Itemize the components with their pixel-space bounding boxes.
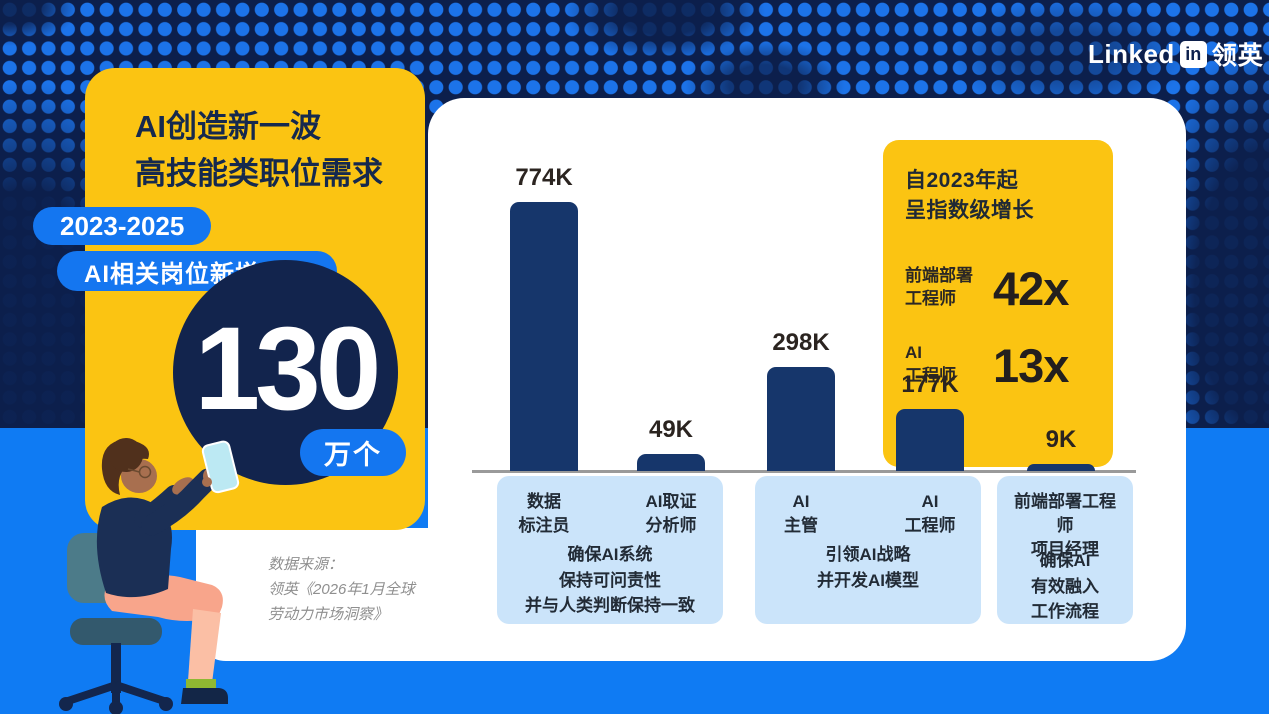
page-title-line2: 高技能类职位需求 <box>135 155 383 191</box>
group-description-line: 保持可问责性 <box>559 570 661 590</box>
linkedin-wordmark: Linked <box>1088 38 1175 69</box>
group-box-integration: 前端部署工程师 项目经理 确保AI 有效融入 工作流程 <box>997 476 1133 624</box>
role-label-line: AI <box>921 492 939 511</box>
person-right-arm <box>141 468 219 536</box>
bar-value-5: 9K <box>1045 426 1077 453</box>
smartphone <box>201 440 240 494</box>
source-line1: 数据来源： <box>268 556 344 573</box>
role-label-ai-lead: AI 主管 <box>746 490 856 538</box>
callout-label-line: AI <box>905 343 922 363</box>
person-sock <box>186 679 216 689</box>
chair-seat <box>70 618 162 645</box>
role-label-line: 数据 <box>527 492 561 511</box>
person-thumb <box>202 477 212 487</box>
group-description: 引领AI战略 并开发AI模型 <box>755 542 981 593</box>
role-label-line: AI <box>792 492 810 511</box>
bar-3 <box>767 367 835 471</box>
bar-2 <box>637 454 705 471</box>
callout-item-frontend: 前端部署 工程师 42x <box>905 261 1095 316</box>
callout-item-label: AI 工程师 <box>905 342 993 388</box>
bar-value-3: 298K <box>772 329 830 356</box>
group-description-line: 并开发AI模型 <box>817 570 919 590</box>
chart-baseline <box>472 470 1136 473</box>
source-line2: 领英《2026年1月全球 <box>268 580 415 598</box>
person-shin <box>188 609 221 683</box>
callout-label-line: 工程师 <box>905 289 956 309</box>
linkedin-logo: Linked in 领英 <box>1088 36 1264 72</box>
bar-1 <box>510 202 578 471</box>
callout-title-line2: 呈指数级增长 <box>905 199 1034 223</box>
source-line3: 劳动力市场洞察》 <box>268 605 389 623</box>
role-label-line: AI取证 <box>645 492 697 511</box>
linkedin-in-icon: in <box>1179 40 1207 68</box>
unit-badge: 万个 <box>300 429 406 476</box>
group-description-line: 确保AI系统 <box>567 545 653 564</box>
callout-label-line: 前端部署 <box>905 266 973 286</box>
chair-stem <box>111 643 121 693</box>
bar-5 <box>1027 464 1095 471</box>
person-shoe <box>181 688 228 704</box>
group-description-line: 有效融入 <box>1031 576 1099 596</box>
person-illustration <box>59 438 240 714</box>
role-label-line: 工程师 <box>904 515 956 535</box>
group-description-line: 工作流程 <box>1031 602 1099 621</box>
chair-wheel <box>59 697 73 711</box>
chair-wheel <box>109 701 123 714</box>
years-badge: 2023-2025 <box>33 207 212 245</box>
glasses-arm <box>127 468 140 473</box>
group-description: 确保AI 有效融入 工作流程 <box>997 548 1133 625</box>
group-description: 确保AI系统 保持可问责性 并与人类判断保持一致 <box>497 542 723 619</box>
group-box-strategy: AI 主管 AI 工程师 引领AI战略 并开发AI模型 <box>755 476 981 624</box>
callout-title-line1: 自2023年起 <box>905 169 1019 192</box>
role-label-data-annotator: 数据 标注员 <box>489 490 599 538</box>
role-label-ai-forensics-analyst: AI取证 分析师 <box>616 490 726 538</box>
group-description-line: 并与人类判断保持一致 <box>525 596 695 615</box>
page-title-line1: AI创造新一波 <box>135 109 321 144</box>
bar-value-2: 49K <box>648 416 694 443</box>
page-title: AI创造新一波 高技能类职位需求 <box>135 104 383 197</box>
callout-title: 自2023年起 呈指数级增长 <box>905 166 1095 227</box>
linkedin-chinese-name: 领英 <box>1211 42 1264 70</box>
role-label-line: 标注员 <box>518 515 570 535</box>
person-hair-top <box>109 438 143 472</box>
callout-item-label: 前端部署 工程师 <box>905 265 993 311</box>
bar-4 <box>896 409 964 471</box>
bar-value-4: 177K <box>901 371 959 398</box>
group-box-accountability: 数据 标注员 AI取证 分析师 确保AI系统 保持可问责性 并与人类判断保持一致 <box>497 476 723 624</box>
callout-item-ai-engineer: AI 工程师 13x <box>905 338 1095 393</box>
role-label-line: 项目经理 <box>1031 539 1099 559</box>
data-source-note: 数据来源： 领英《2026年1月全球 劳动力市场洞察》 <box>268 553 415 627</box>
group-description-line: 引领AI战略 <box>825 545 911 564</box>
role-label-line: 前端部署工程师 <box>1014 492 1116 535</box>
role-label-line: 分析师 <box>645 515 697 535</box>
chart-card-extension <box>196 528 496 661</box>
callout-multiplier-value: 13x <box>993 338 1069 392</box>
role-label-ai-engineer: AI 工程师 <box>875 490 985 538</box>
role-label-frontend-deployment-pm: 前端部署工程师 项目经理 <box>1010 490 1120 561</box>
big-number: 130 <box>194 302 382 435</box>
chair-wheel <box>159 697 173 711</box>
role-label-line: 主管 <box>784 515 818 535</box>
bar-value-1: 774K <box>515 164 573 191</box>
callout-label-line: 工程师 <box>905 366 956 386</box>
callout-multiplier-value: 42x <box>993 261 1069 315</box>
group-description-line: 确保AI <box>1039 551 1091 570</box>
